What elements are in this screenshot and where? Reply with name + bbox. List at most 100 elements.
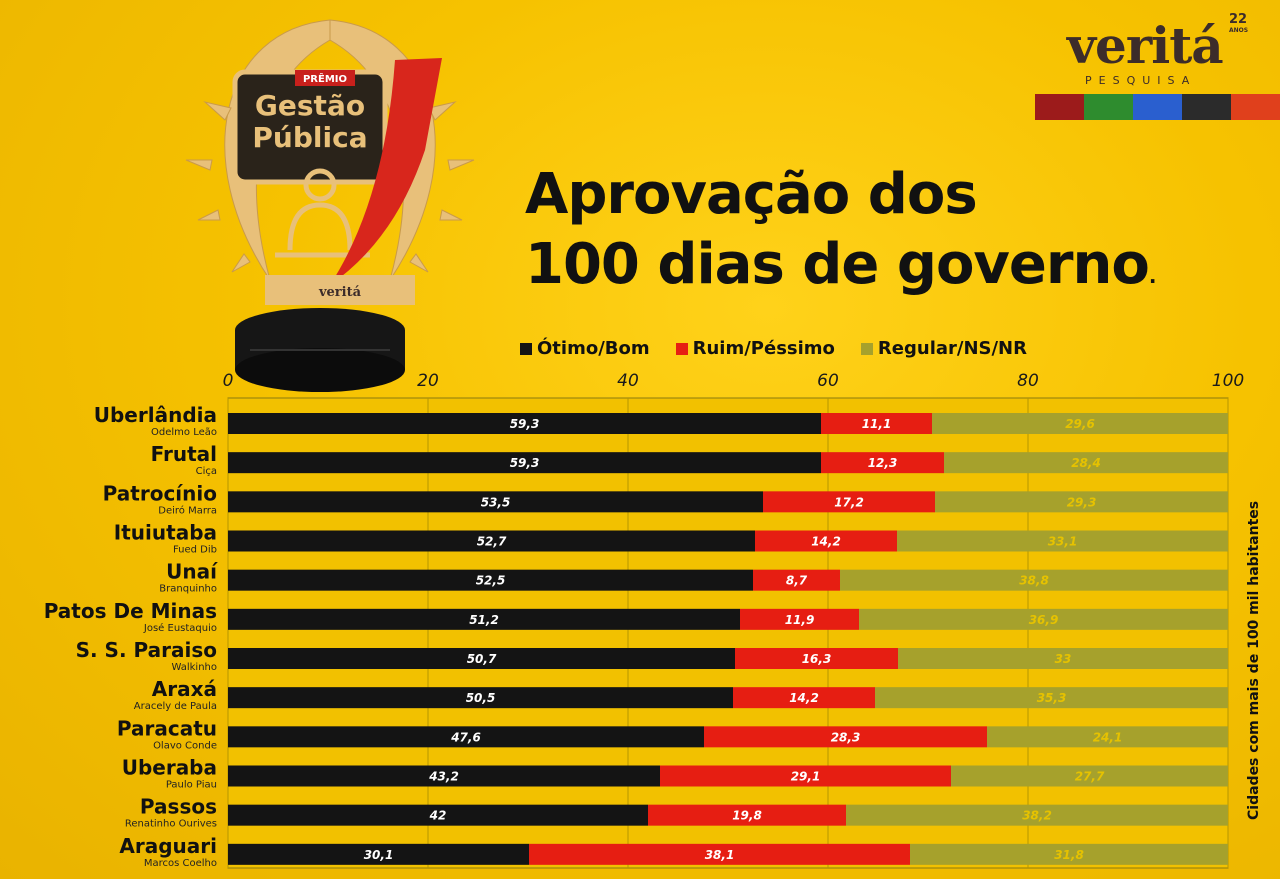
bar-value-label: 33,1: [1048, 535, 1078, 549]
bar-value-label: 16,3: [802, 652, 832, 666]
bar-segment: [897, 530, 1228, 552]
bar-segment: [733, 687, 875, 709]
bar-value-label: 36,9: [1029, 613, 1059, 627]
bar-value-label: 12,3: [868, 456, 898, 470]
city-label: Uberlândia: [94, 403, 217, 427]
mayor-label: Renatinho Ourives: [125, 819, 217, 830]
bar-segment: [228, 726, 704, 748]
mayor-label: Olavo Conde: [153, 740, 217, 751]
bar-value-label: 42: [429, 809, 447, 823]
side-note: Cidades com mais de 100 mil habitantes: [1246, 500, 1262, 820]
bar-value-label: 38,2: [1022, 809, 1052, 823]
city-label: Araguari: [119, 834, 217, 858]
bar-segment: [228, 413, 821, 434]
bar-segment: [755, 530, 897, 552]
legend-item-ruim-pessimo: Ruim/Péssimo: [675, 338, 835, 359]
bar-value-label: 50,7: [467, 652, 497, 666]
x-tick-label: 80: [1017, 371, 1039, 391]
bar-value-label: 24,1: [1093, 730, 1123, 744]
mayor-label: Fued Dib: [173, 545, 217, 556]
bar-value-label: 29,1: [791, 770, 821, 784]
trophy-plaque: PRÊMIO Gestão Pública: [232, 69, 388, 258]
bar-segment: [228, 765, 660, 787]
mayor-label: Deiró Marra: [158, 504, 217, 516]
brand-color-strip: [1035, 94, 1280, 120]
bar-segment: [932, 413, 1228, 434]
title-end-mark: .: [1148, 264, 1157, 288]
mayor-label: Ciça: [196, 466, 217, 477]
bar-value-label: 28,3: [831, 730, 861, 744]
bar-value-label: 43,2: [428, 770, 459, 784]
x-tick-label: 60: [817, 371, 839, 391]
mayor-label: José Eustaquio: [143, 622, 217, 634]
x-tick-label: 0: [223, 371, 234, 391]
bar-value-label: 19,8: [732, 809, 762, 823]
legend-label-regular: Regular/NS/NR: [877, 338, 1027, 359]
bar-segment: [944, 452, 1228, 474]
legend-item-otimo-bom: Ótimo/Bom: [520, 338, 650, 359]
bar-value-label: 38,1: [705, 848, 735, 862]
bar-value-label: 33: [1055, 652, 1072, 666]
bar-segment: [753, 569, 840, 591]
legend-label-otimo-bom: Ótimo/Bom: [537, 338, 650, 359]
award-base-brand: veritá: [318, 285, 362, 300]
brand-years-sub: ANOS: [1229, 27, 1249, 34]
brand-strip-segment: [1084, 94, 1133, 120]
bar-value-label: 27,7: [1075, 770, 1105, 784]
city-label: Patrocínio: [103, 481, 217, 505]
bar-value-label: 50,5: [466, 691, 496, 705]
bar-segment: [821, 452, 944, 474]
brand-years: 22 ANOS: [1229, 12, 1248, 34]
bar-segment: [951, 765, 1228, 787]
city-label: Araxá: [152, 677, 217, 701]
bar-segment: [228, 843, 529, 865]
brand-strip-segment: [1035, 94, 1084, 120]
bar-value-label: 47,6: [450, 730, 481, 744]
bar-value-label: 38,8: [1019, 574, 1049, 588]
brand-name: veritá: [1067, 16, 1224, 75]
city-label: Ituiutaba: [114, 521, 217, 545]
brand-subtitle: PESQUISA: [1085, 74, 1197, 87]
bar-segment: [840, 569, 1228, 591]
title-line-2: 100 dias de governo: [525, 232, 1150, 297]
title-line-2-wrap: 100 dias de governo.: [525, 230, 1157, 311]
bar-segment: [763, 491, 935, 513]
legend-item-regular: Regular/NS/NR: [860, 338, 1027, 359]
mayor-label: Odelmo Leão: [151, 427, 217, 438]
bar-segment: [859, 608, 1228, 630]
x-tick-label: 100: [1212, 371, 1244, 391]
bar-segment: [228, 648, 735, 669]
bar-segment: [228, 687, 733, 709]
award-small-label: PRÊMIO: [303, 72, 347, 85]
bar-segment: [228, 608, 740, 630]
bar-value-label: 28,4: [1071, 456, 1101, 470]
city-label: Paracatu: [117, 716, 217, 740]
chart-legend: Ótimo/Bom Ruim/Péssimo Regular/NS/NR: [520, 338, 1027, 359]
x-tick-label: 20: [417, 371, 439, 391]
bar-segment: [228, 491, 763, 513]
bar-value-label: 30,1: [364, 848, 394, 862]
verita-logo: veritá 22 ANOS PESQUISA: [1035, 8, 1280, 123]
bar-segment: [910, 843, 1228, 865]
bar-value-label: 52,5: [476, 574, 506, 588]
bar-value-label: 17,2: [834, 495, 864, 509]
bar-segment: [821, 413, 932, 434]
city-label: Uberaba: [122, 756, 217, 780]
bar-segment: [648, 804, 846, 826]
city-label: S. S. Paraiso: [76, 638, 217, 662]
brand-strip-segment: [1231, 94, 1280, 120]
brand-strip-segment: [1133, 94, 1182, 120]
bar-segment: [875, 687, 1228, 709]
mayor-label: Branquinho: [159, 584, 217, 595]
bar-value-label: 52,7: [477, 535, 507, 549]
bar-segment: [735, 648, 898, 669]
bar-segment: [935, 491, 1228, 513]
mayor-label: Aracely de Paula: [134, 701, 217, 712]
bar-value-label: 14,2: [789, 691, 819, 705]
city-label: Unaí: [166, 560, 218, 584]
bar-segment: [228, 804, 648, 826]
bar-segment: [228, 530, 755, 552]
bar-value-label: 59,3: [510, 417, 540, 431]
bar-segment: [987, 726, 1228, 748]
